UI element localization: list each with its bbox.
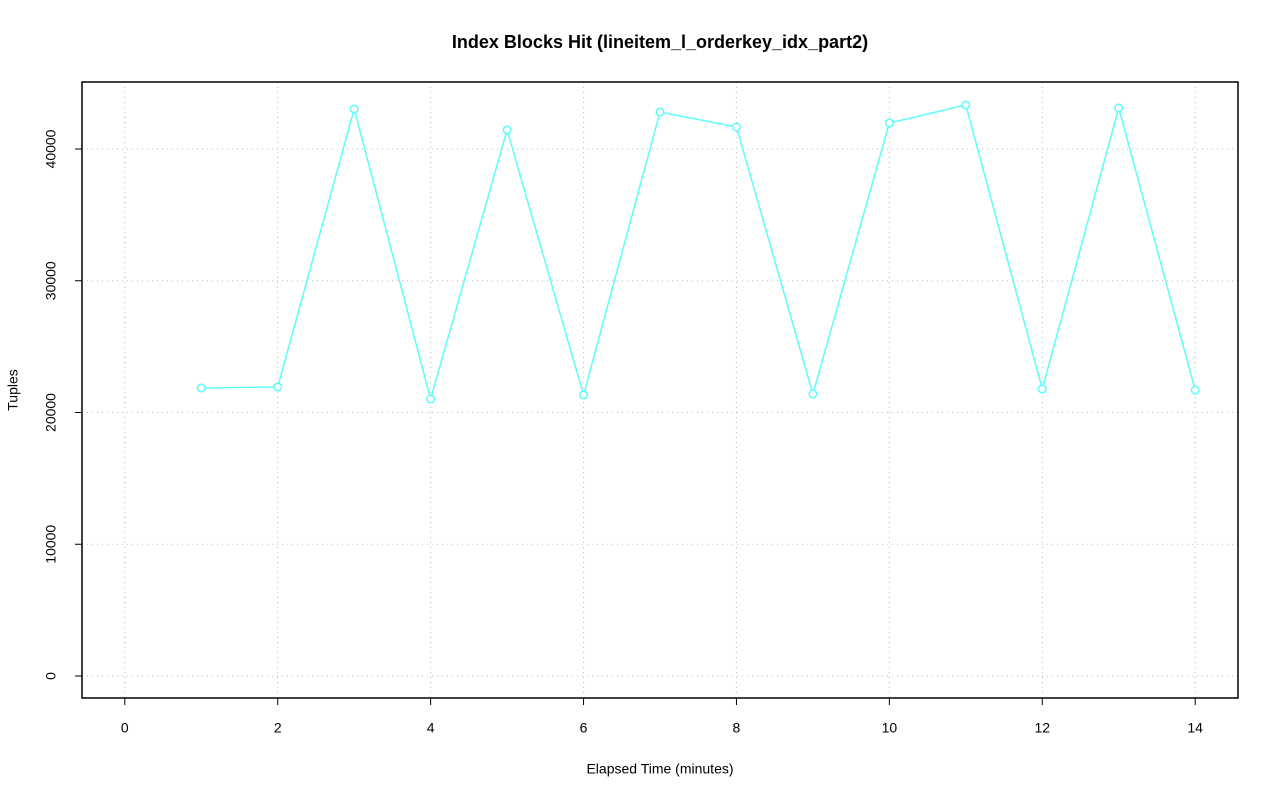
data-point	[808, 389, 818, 399]
data-point	[426, 394, 436, 404]
x-axis-label: Elapsed Time (minutes)	[586, 761, 733, 777]
data-point	[1190, 385, 1200, 395]
y-axis-label: Tuples	[5, 369, 21, 411]
data-point	[731, 122, 742, 132]
y-tick-label: 40000	[43, 129, 59, 168]
x-tick-label: 14	[1187, 720, 1203, 736]
y-tick-label: 0	[43, 672, 59, 680]
y-tick-label: 30000	[43, 261, 59, 300]
plot-frame	[81, 81, 1239, 699]
y-tick-label: 20000	[43, 393, 59, 432]
data-point	[961, 100, 971, 110]
data-point	[273, 382, 283, 392]
x-tick-label: 12	[1034, 720, 1050, 736]
data-point	[1114, 103, 1124, 113]
x-tick-label: 10	[882, 720, 898, 736]
x-tick-label: 2	[274, 720, 282, 736]
data-point	[884, 118, 894, 128]
chart-title: Index Blocks Hit (lineitem_l_orderkey_id…	[452, 32, 868, 52]
x-tick-label: 8	[733, 720, 741, 736]
y-tick-label: 10000	[43, 525, 59, 564]
data-point	[502, 125, 512, 135]
data-point	[655, 107, 665, 117]
data-point	[196, 383, 206, 393]
data-point	[349, 104, 359, 114]
data-point	[578, 390, 589, 400]
data-point	[1037, 384, 1047, 394]
x-tick-label: 4	[427, 720, 435, 736]
data-line	[201, 104, 1196, 402]
x-tick-label: 6	[580, 720, 588, 736]
x-tick-label: 0	[121, 720, 129, 736]
